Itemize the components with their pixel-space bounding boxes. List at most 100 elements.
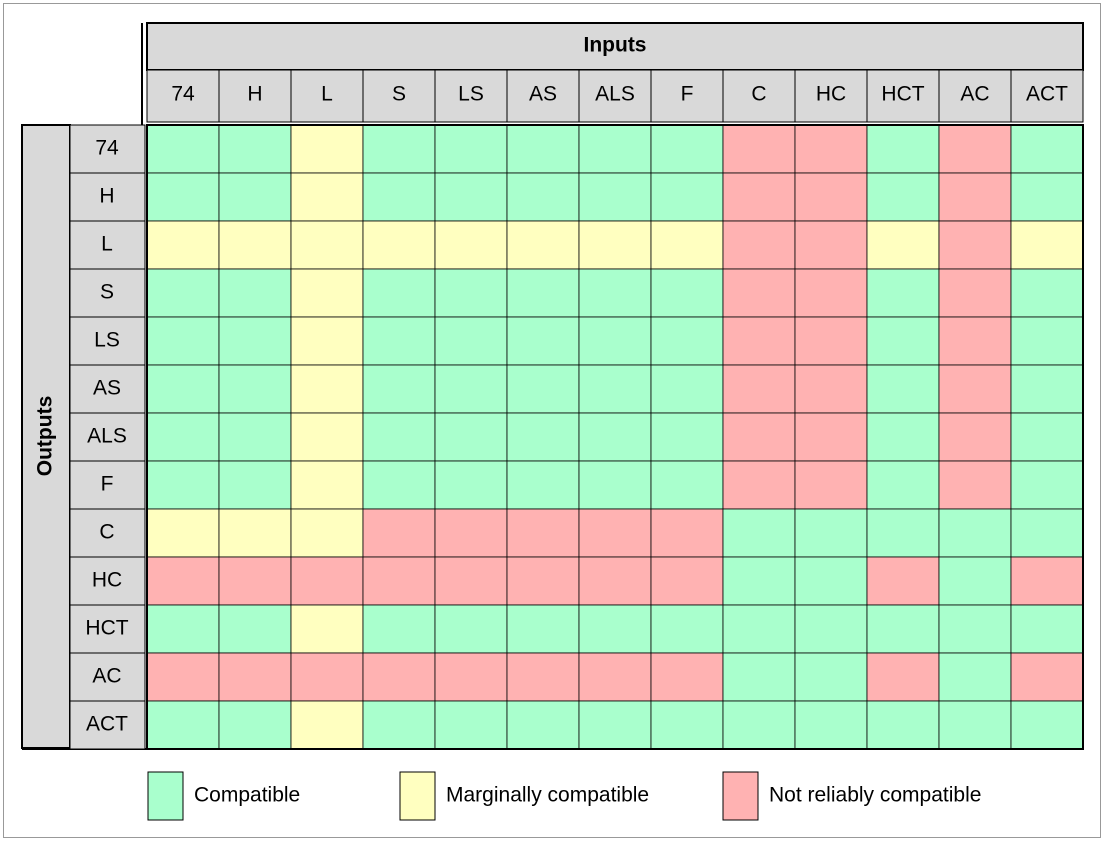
cell (722, 172, 796, 222)
cell (1010, 412, 1084, 462)
cell (362, 604, 436, 654)
cell (362, 460, 436, 510)
cell (866, 124, 940, 174)
cell (506, 364, 580, 414)
cell (1010, 556, 1084, 606)
row-header-cell (69, 556, 146, 606)
cell (218, 556, 292, 606)
cell (290, 220, 364, 270)
cell (434, 412, 508, 462)
cell (650, 556, 724, 606)
cell (506, 316, 580, 366)
cell (218, 220, 292, 270)
row-label: H (99, 185, 114, 208)
cell (146, 556, 220, 606)
cell (938, 268, 1012, 318)
column-header-cell (578, 69, 652, 123)
cell (434, 508, 508, 558)
legend-label: Marginally compatible (446, 784, 649, 807)
cell (794, 364, 868, 414)
column-header-cell (794, 69, 868, 123)
cell (794, 412, 868, 462)
cell (650, 316, 724, 366)
cell (794, 700, 868, 750)
cell (578, 220, 652, 270)
cell (650, 508, 724, 558)
cell (866, 700, 940, 750)
cell (434, 364, 508, 414)
cell (722, 556, 796, 606)
column-header-cell (938, 69, 1012, 123)
cell (362, 268, 436, 318)
cell (218, 652, 292, 702)
cell (578, 316, 652, 366)
inputs-header (146, 22, 1084, 71)
cell (578, 268, 652, 318)
cell (794, 172, 868, 222)
cell (794, 220, 868, 270)
legend-label: Not reliably compatible (769, 784, 981, 807)
cell (506, 508, 580, 558)
cell (290, 508, 364, 558)
cell (146, 700, 220, 750)
cell (362, 652, 436, 702)
cell (362, 316, 436, 366)
legend-swatch (399, 771, 436, 821)
column-label: F (681, 83, 694, 106)
row-label: ALS (87, 425, 127, 448)
cell (1010, 124, 1084, 174)
cell (362, 412, 436, 462)
cell (290, 268, 364, 318)
cell (146, 412, 220, 462)
matrix-border (146, 124, 1084, 750)
cell (1010, 268, 1084, 318)
cell (506, 460, 580, 510)
row-header-cell (69, 700, 146, 750)
cell (938, 652, 1012, 702)
row-header-cell (69, 508, 146, 558)
column-label: HC (816, 83, 846, 106)
row-header-cell (69, 412, 146, 462)
cell (434, 124, 508, 174)
cell (722, 652, 796, 702)
column-label: ACT (1026, 83, 1068, 106)
cell (938, 556, 1012, 606)
cell (218, 508, 292, 558)
cell (146, 604, 220, 654)
cell (146, 172, 220, 222)
cell (434, 700, 508, 750)
column-label: H (247, 83, 262, 106)
cell (362, 172, 436, 222)
cell (650, 124, 724, 174)
cell (722, 124, 796, 174)
column-label: L (321, 83, 333, 106)
row-label: AS (93, 377, 121, 400)
cell (650, 412, 724, 462)
cell (1010, 700, 1084, 750)
row-header-cell (69, 460, 146, 510)
cell (290, 604, 364, 654)
column-label: AS (529, 83, 557, 106)
cell (362, 700, 436, 750)
cell (146, 316, 220, 366)
column-header-cell (722, 69, 796, 123)
row-label: S (100, 281, 114, 304)
row-header-cell (69, 124, 146, 174)
row-header-cell (69, 604, 146, 654)
cell (218, 172, 292, 222)
cell (290, 364, 364, 414)
legend-swatch (722, 771, 759, 821)
cell (866, 172, 940, 222)
cell (938, 460, 1012, 510)
cell (866, 364, 940, 414)
cell (938, 316, 1012, 366)
cell (506, 172, 580, 222)
column-header-cell (434, 69, 508, 123)
cell (506, 556, 580, 606)
row-label: ACT (86, 713, 128, 736)
row-header-cell (69, 316, 146, 366)
row-label: HC (92, 569, 122, 592)
cell (794, 556, 868, 606)
column-label: LS (458, 83, 484, 106)
